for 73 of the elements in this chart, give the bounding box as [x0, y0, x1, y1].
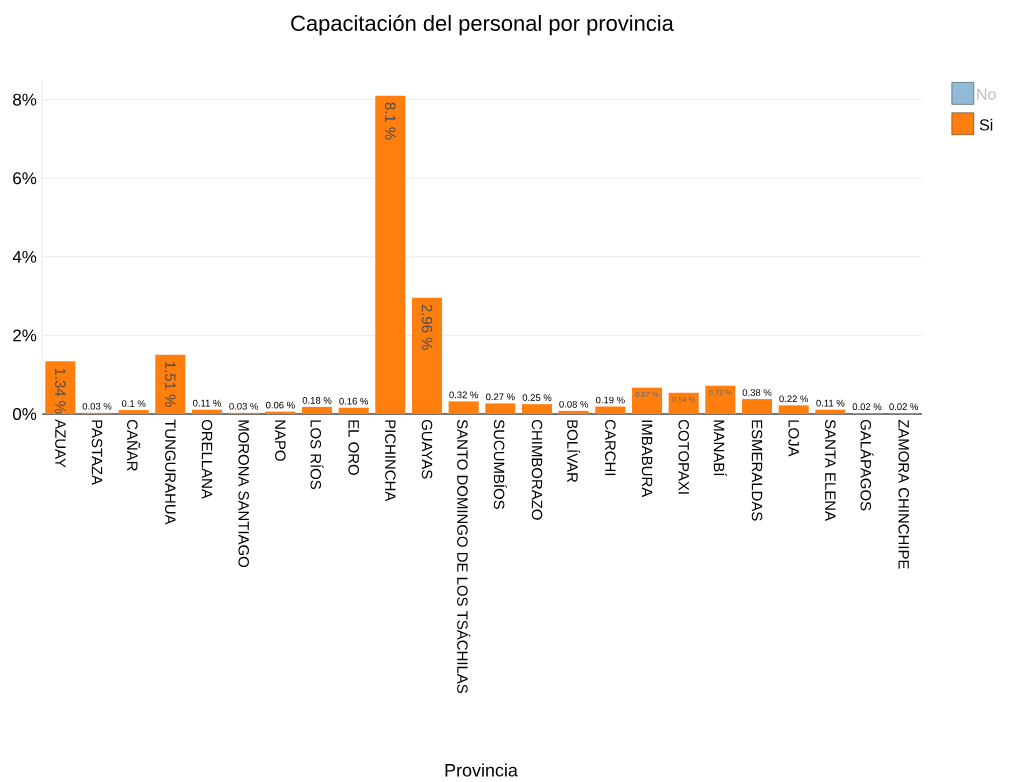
x-tick-label: PASTAZA — [91, 420, 103, 486]
x-tick-label: GUAYAS — [421, 420, 433, 479]
x-tick-label: CAÑAR — [127, 420, 141, 471]
x-tick-label: GALÁPAGOS — [860, 420, 874, 511]
bar — [778, 405, 809, 415]
data-label: 0.25 % — [522, 394, 552, 402]
bar — [155, 354, 186, 415]
bar — [668, 392, 699, 415]
x-tick-label: SANTA ELENA — [825, 420, 836, 522]
data-label: 0.1 % — [121, 400, 146, 408]
data-label: 1.34 % — [55, 368, 66, 414]
bar — [741, 399, 773, 415]
data-label: 0.16 % — [339, 398, 369, 405]
x-tick-label: PICHINCHA — [385, 420, 396, 502]
bar — [485, 403, 516, 415]
data-label: 0.06 % — [265, 401, 295, 409]
data-label: 1.51 % — [165, 362, 176, 408]
x-tick-label: COTOPAXI — [678, 420, 689, 494]
legend-label: No — [977, 89, 996, 101]
data-label: 0.03 % — [82, 403, 112, 410]
bar — [118, 410, 149, 415]
bar — [521, 404, 553, 415]
y-tick-label: 8% — [13, 93, 37, 106]
y-tick-label: 0% — [13, 408, 37, 421]
data-label: 0.38 % — [742, 389, 772, 397]
y-tick-label: 4% — [12, 251, 37, 263]
chart-title: Capacitación del personal por provincia — [291, 14, 674, 36]
x-tick-label: BOLÍVAR — [567, 420, 581, 483]
x-tick-label: ESMERALDAS — [751, 420, 763, 521]
bar — [411, 297, 443, 415]
bar — [338, 407, 369, 415]
x-tick-label: TUNGURAHUA — [165, 419, 176, 525]
x-tick-label: LOS RÍOS — [310, 420, 324, 490]
x-tick-label: NAPO — [275, 420, 286, 462]
data-label: 0.08 % — [559, 401, 589, 408]
data-label: 2.96 % — [421, 304, 433, 351]
x-tick-label: MANABÍ — [713, 420, 727, 477]
data-label: 0.27 % — [485, 393, 515, 401]
bar — [45, 361, 76, 415]
bar — [705, 385, 736, 415]
x-tick-label: CARCHI — [605, 420, 616, 476]
x-tick-label: IMBABURA — [641, 420, 653, 498]
bar — [448, 401, 479, 415]
data-label: 0.11 % — [816, 399, 845, 407]
x-axis-title: Provincia — [445, 763, 518, 777]
bar — [815, 409, 846, 415]
bar — [631, 387, 663, 415]
y-tick-label: 6% — [13, 172, 37, 185]
x-tick-label: AZUAY — [55, 419, 66, 468]
data-label: 0.19 % — [595, 396, 625, 404]
bar — [595, 406, 626, 415]
data-label: 0.32 % — [449, 391, 479, 399]
data-label: 8.1 % — [385, 102, 396, 140]
data-label: 0.02 % — [889, 403, 919, 411]
data-label: 0.02 % — [852, 403, 882, 411]
bar — [375, 95, 406, 415]
data-label: 0.18 % — [302, 397, 332, 404]
legend-label: Si — [979, 119, 993, 131]
x-tick-label: SANTO DOMINGO DE LOS TSÁCHILAS — [457, 420, 471, 694]
x-tick-label: SUCUMBÍOS — [493, 420, 507, 510]
x-tick-label: CHIMBORAZO — [531, 420, 543, 520]
x-tick-label: LOJA — [788, 420, 799, 457]
data-label: 0.22 % — [779, 395, 809, 403]
y-tick-label: 2% — [13, 329, 37, 342]
data-label: 0.11 % — [193, 399, 222, 407]
x-tick-label: MORONA SANTIAGO — [238, 420, 249, 568]
x-tick-label: ORELLANA — [201, 420, 213, 500]
bar — [191, 409, 223, 415]
data-label: 0.03 % — [229, 403, 259, 410]
x-tick-label: ZAMORA CHINCHIPE — [898, 419, 909, 570]
bar — [558, 411, 589, 415]
x-tick-label: EL ORO — [348, 420, 359, 476]
bar — [301, 407, 333, 415]
